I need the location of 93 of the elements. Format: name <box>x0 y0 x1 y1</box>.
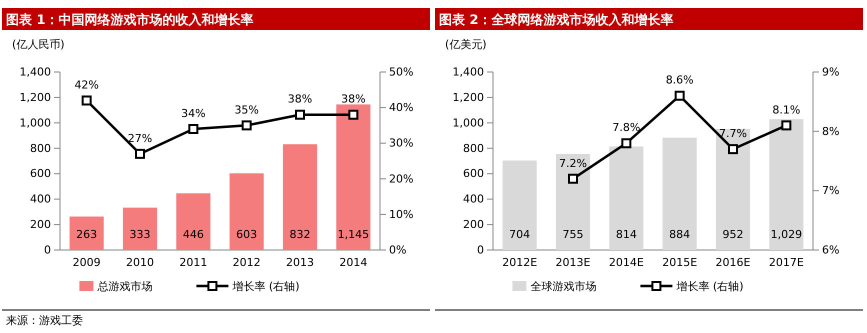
point <box>188 124 198 134</box>
data-label: 1,029 <box>770 228 802 241</box>
y-tick-label: 1,400 <box>20 66 51 79</box>
y-tick-label: 800 <box>463 142 484 155</box>
y-tick-label: 400 <box>463 192 484 206</box>
chart-title: 图表 2：全球网络游戏市场收入和增长率 <box>439 12 674 28</box>
data-label: 7.2% <box>559 156 587 170</box>
data-label: 603 <box>236 228 258 241</box>
source-note: 来源：游戏工委 <box>6 314 83 327</box>
chart-title: 图表 1：中国网络游戏市场的收入和增长率 <box>6 12 254 28</box>
y2-tick-label: 20% <box>389 172 414 186</box>
x-tick-label: 2013 <box>286 256 314 269</box>
point <box>674 90 685 101</box>
point <box>568 174 578 184</box>
bar <box>122 208 158 250</box>
y-tick-label: 1,000 <box>452 116 484 130</box>
data-label: 38% <box>288 92 312 106</box>
data-label: 832 <box>290 228 310 241</box>
x-tick-label: 2014E <box>608 256 644 269</box>
data-label: 8.1% <box>772 103 800 116</box>
y2-tick-label: 40% <box>389 101 414 114</box>
bar <box>769 119 804 250</box>
x-tick-label: 2017E <box>768 256 804 269</box>
data-label: 42% <box>74 78 99 92</box>
x-tick-label: 2012E <box>502 256 538 269</box>
legend-label: 总游戏市场 <box>96 280 152 293</box>
data-label: 446 <box>182 228 204 241</box>
point <box>242 120 252 130</box>
bar <box>282 144 318 250</box>
point <box>621 138 632 148</box>
y-tick-label: 600 <box>30 167 51 180</box>
y2-tick-label: 0% <box>389 244 406 257</box>
y-tick-label: 600 <box>463 167 484 180</box>
bar <box>609 146 644 250</box>
y-tick-label: 400 <box>30 192 51 206</box>
legend-label: 增长率 (右轴) <box>675 280 744 293</box>
data-label: 704 <box>509 228 530 241</box>
bar <box>336 104 370 250</box>
y-tick-label: 1,200 <box>452 90 484 104</box>
data-label: 7.8% <box>612 121 640 134</box>
y2-tick-label: 6% <box>822 244 840 257</box>
x-tick-label: 2012 <box>232 256 261 269</box>
point <box>348 110 358 120</box>
data-label: 1,145 <box>338 228 370 241</box>
y2-tick-label: 7% <box>822 184 840 198</box>
data-label: 952 <box>722 228 744 241</box>
point <box>781 120 792 130</box>
legend-label: 增长率 (右轴) <box>231 280 300 293</box>
y-tick-label: 200 <box>463 218 484 232</box>
y-tick-label: 1,200 <box>20 90 51 104</box>
y-tick-label: 1,400 <box>452 66 484 79</box>
data-label: 263 <box>76 228 98 241</box>
bar <box>70 216 104 250</box>
point <box>295 110 305 120</box>
data-label: 35% <box>234 103 259 116</box>
point <box>135 148 145 159</box>
y-tick-label: 0 <box>44 244 51 257</box>
x-tick-label: 2014 <box>339 256 368 269</box>
data-label: 755 <box>562 228 584 241</box>
y2-tick-label: 30% <box>389 136 414 150</box>
bar <box>176 193 210 250</box>
data-label: 27% <box>128 132 152 145</box>
data-label: 38% <box>341 92 366 106</box>
data-label: 7.7% <box>719 127 747 140</box>
y-axis-title: (亿美元) <box>445 38 487 51</box>
point <box>728 144 738 154</box>
y-tick-label: 800 <box>30 142 51 155</box>
y2-tick-label: 10% <box>389 208 414 221</box>
bar <box>716 128 750 250</box>
y2-tick-label: 50% <box>389 66 414 79</box>
y-tick-label: 200 <box>30 218 51 232</box>
legend-label: 全球游戏市场 <box>530 280 596 293</box>
data-label: 884 <box>669 228 690 241</box>
data-label: 34% <box>181 106 206 120</box>
y-axis-title: (亿人民币) <box>12 38 65 51</box>
data-label: 8.6% <box>666 74 694 87</box>
x-tick-label: 2016E <box>716 256 751 269</box>
x-tick-label: 2011 <box>179 256 208 269</box>
bar <box>662 138 697 250</box>
x-tick-label: 2013E <box>556 256 591 269</box>
point <box>82 95 92 106</box>
bar <box>502 160 537 250</box>
x-tick-label: 2009 <box>72 256 101 269</box>
x-tick-label: 2015E <box>662 256 698 269</box>
y2-tick-label: 9% <box>822 66 840 79</box>
y-tick-label: 0 <box>477 244 484 257</box>
y2-tick-label: 8% <box>822 124 840 138</box>
y-tick-label: 1,000 <box>20 116 51 130</box>
data-label: 333 <box>130 228 150 241</box>
data-label: 814 <box>616 228 637 241</box>
bar <box>230 173 264 250</box>
x-tick-label: 2010 <box>126 256 154 269</box>
bar <box>556 154 590 250</box>
